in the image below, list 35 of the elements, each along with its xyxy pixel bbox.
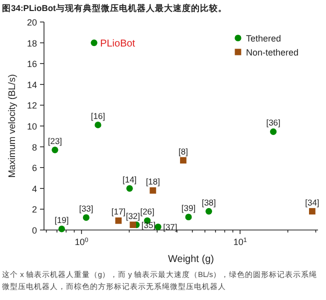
y-tick-label: 14 <box>26 80 37 90</box>
annotation: [14] <box>122 174 137 184</box>
annotation: [16] <box>90 110 106 121</box>
annotation: [19] <box>54 214 69 225</box>
x-tick-label: 10$^{1}$ <box>233 236 248 247</box>
annotation: [36] <box>266 118 280 128</box>
y-tick-label: 6 <box>32 163 37 174</box>
y-tick-label: 2 <box>32 204 37 215</box>
y-tick-label: 0 <box>32 226 37 236</box>
y-tick-label: 4 <box>32 184 37 194</box>
annotation: [23] <box>48 136 62 146</box>
y-tick-label: 12 <box>26 100 37 111</box>
annotation: [33] <box>79 204 94 214</box>
y-tick-label: 16 <box>26 59 37 70</box>
annotation: [39] <box>181 203 196 213</box>
y-tick-label: 8 <box>32 142 37 152</box>
annotation: [26] <box>140 206 154 217</box>
annotation: [17] <box>111 206 126 217</box>
legend-label: Tethered <box>246 34 282 44</box>
x-tick-label: 10$^{0}$ <box>74 236 89 247</box>
legend-label: Non-tethered <box>246 48 299 58</box>
chart-title: 图34:PLioBot与现有典型微压电机器人最大速度的比较。 <box>2 3 227 13</box>
y-axis-title: Maximum velocity (BL/s) <box>7 74 18 178</box>
y-tick-label: 10 <box>26 122 37 132</box>
annotation: [34] <box>305 197 320 208</box>
x-axis-title: Weight (g) <box>168 254 214 265</box>
y-tick-label: 20 <box>26 18 37 28</box>
annotation: [38] <box>202 197 216 208</box>
y-tick-label: 18 <box>26 38 37 48</box>
annotation: [18] <box>146 176 160 186</box>
annotation: [32] <box>126 210 140 221</box>
annotation: [8] <box>178 146 188 156</box>
annotation: PLioBot <box>100 38 136 50</box>
annotation: [35] <box>141 220 156 230</box>
annotation: [37] <box>163 222 178 232</box>
